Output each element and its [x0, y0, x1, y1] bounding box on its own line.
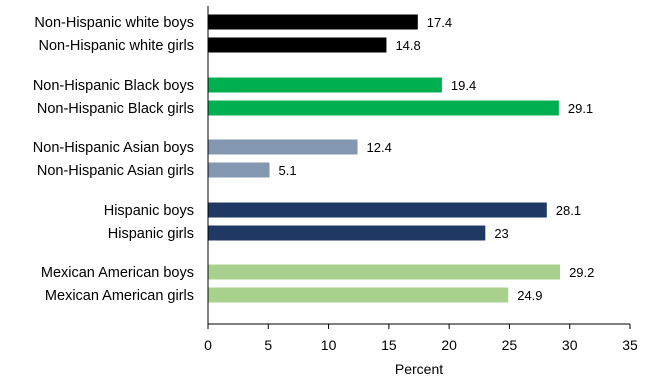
value-label-5: 12.4: [367, 140, 392, 155]
bar-9: [208, 264, 561, 280]
category-label-7: Hispanic boys: [104, 203, 194, 219]
value-label-8: 23: [494, 226, 508, 241]
x-tick-label-30: 30: [562, 337, 578, 353]
value-label-9: 29.2: [569, 265, 594, 280]
x-axis-title: Percent: [395, 361, 443, 377]
bar-8: [208, 225, 486, 241]
bar-1: [208, 14, 418, 30]
x-tick-label-20: 20: [441, 337, 457, 353]
x-tick-label-25: 25: [502, 337, 518, 353]
bar-7: [208, 202, 547, 218]
x-axis-ticks: 0 5 10 15 20 25 30 35: [204, 324, 638, 353]
bar-4: [208, 100, 559, 116]
value-labels: 17.4 14.8 19.4 29.1 12.4 5.1 28.1 23 29.2 24.9: [278, 15, 594, 303]
bar-2: [208, 37, 387, 53]
value-label-4: 29.1: [568, 101, 593, 116]
category-label-3: Non-Hispanic Black boys: [33, 78, 194, 94]
bar-6: [208, 162, 270, 178]
x-tick-label-5: 5: [264, 337, 272, 353]
x-tick-label-0: 0: [204, 337, 212, 353]
category-labels: Non-Hispanic white boys Non-Hispanic whit…: [33, 15, 194, 304]
value-label-2: 14.8: [395, 38, 420, 53]
value-label-7: 28.1: [556, 203, 581, 218]
bars-layer: [208, 14, 561, 303]
x-tick-label-35: 35: [622, 337, 638, 353]
category-label-2: Non-Hispanic white girls: [38, 38, 194, 54]
category-label-1: Non-Hispanic white boys: [34, 15, 194, 31]
bar-10: [208, 287, 509, 303]
category-label-4: Non-Hispanic Black girls: [37, 101, 194, 117]
x-tick-label-10: 10: [321, 337, 337, 353]
category-label-10: Mexican American girls: [45, 288, 194, 304]
x-tick-label-15: 15: [381, 337, 397, 353]
value-label-1: 17.4: [427, 15, 452, 30]
category-label-8: Hispanic girls: [108, 226, 194, 242]
category-label-6: Non-Hispanic Asian girls: [37, 163, 194, 179]
bar-3: [208, 77, 442, 93]
bar-5: [208, 139, 358, 155]
category-label-9: Mexican American boys: [41, 265, 194, 281]
value-label-3: 19.4: [451, 78, 476, 93]
category-label-5: Non-Hispanic Asian boys: [33, 140, 194, 156]
value-label-10: 24.9: [517, 288, 542, 303]
value-label-6: 5.1: [278, 163, 296, 178]
